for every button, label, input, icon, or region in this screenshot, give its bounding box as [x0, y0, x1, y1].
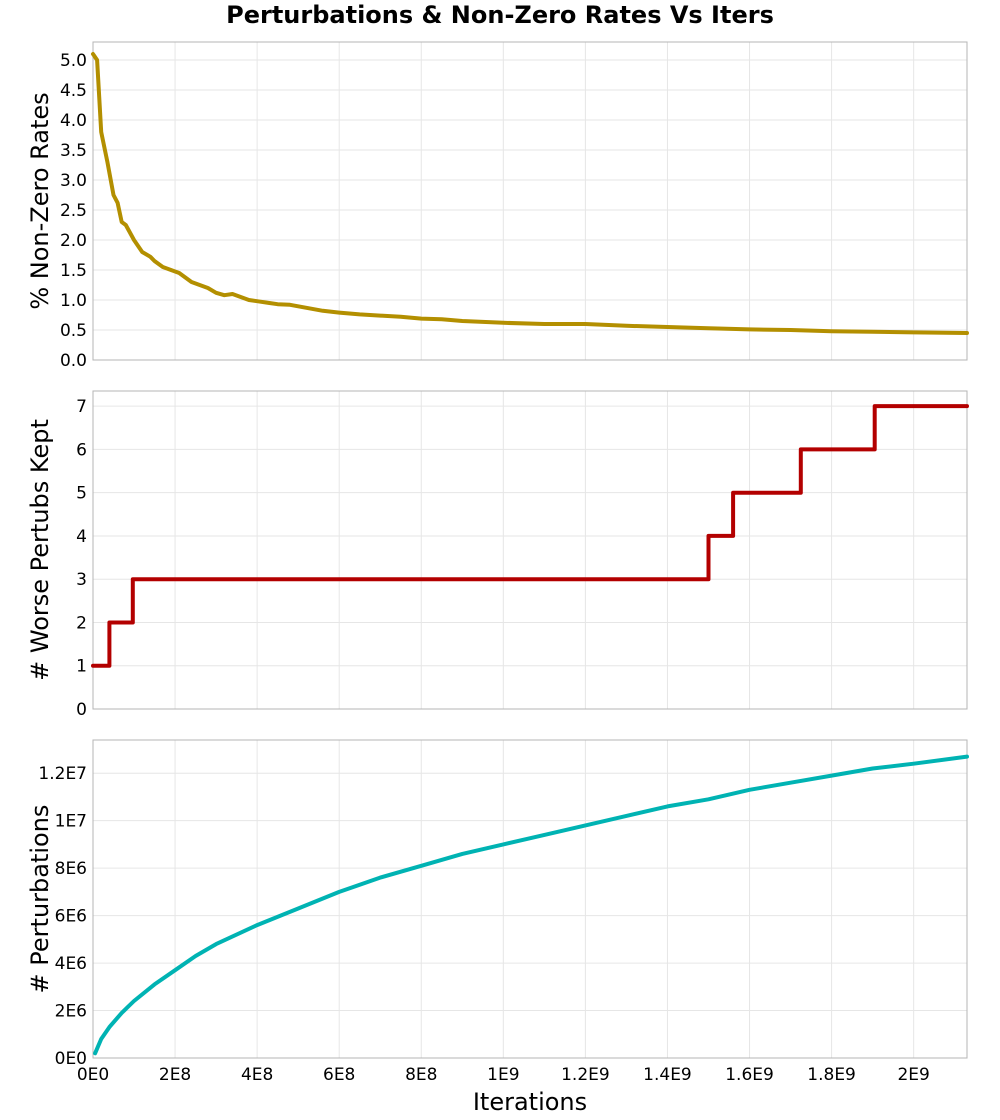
- series-line-perturbations: [93, 754, 969, 1056]
- y-tick-label: 1.2E7: [38, 764, 87, 784]
- y-tick-label: 7: [76, 397, 87, 417]
- y-tick-label: 0.5: [60, 321, 87, 341]
- x-tick-label: 4E8: [241, 1065, 273, 1085]
- x-tick-label: 2E8: [159, 1065, 191, 1085]
- x-tick-label: 1.6E9: [725, 1065, 774, 1085]
- y-tick-label: 5.0: [60, 51, 87, 71]
- panel-perturbations: 0E0 2E6 4E6 6E6 8E6 1E7 1.2E7 # Perturbations: [26, 739, 969, 1069]
- y-tick-label: 1.0: [60, 291, 87, 311]
- y-tick-label: 1E7: [55, 812, 87, 832]
- plot-frame: [92, 390, 968, 710]
- x-tick-label: 8E8: [405, 1065, 437, 1085]
- y-tick-label: 1: [76, 657, 87, 677]
- x-tick-label: 6E8: [323, 1065, 355, 1085]
- y-tick-label: 0: [76, 700, 87, 720]
- series-line-worse-perturbs-kept: [91, 404, 969, 668]
- y-axis-label: # Worse Pertubs Kept: [26, 419, 54, 681]
- y-tick-label: 3: [76, 570, 87, 590]
- y-tick-label: 4E6: [55, 954, 87, 974]
- y-tick-label: 1.5: [60, 261, 87, 281]
- x-axis-label: Iterations: [473, 1088, 587, 1116]
- plot-frame: [92, 739, 968, 1059]
- y-tick-label: 2.5: [60, 201, 87, 221]
- y-axis-label: % Non-Zero Rates: [26, 92, 54, 309]
- y-tick-label: 0E0: [55, 1049, 87, 1069]
- series-line-nonzero-rates: [91, 52, 969, 335]
- y-tick-label: 4.0: [60, 111, 87, 131]
- y-tick-label: 5: [76, 484, 87, 504]
- chart-title: Perturbations & Non-Zero Rates Vs Iters: [226, 1, 774, 29]
- x-tick-label: 2E9: [897, 1065, 929, 1085]
- y-tick-label: 6E6: [55, 907, 87, 927]
- y-tick-label: 2E6: [55, 1002, 87, 1022]
- y-tick-label: 2.0: [60, 231, 87, 251]
- plot-frame: [92, 41, 968, 361]
- x-tick-label: 1E9: [487, 1065, 519, 1085]
- y-tick-label: 2: [76, 613, 87, 633]
- x-tick-label: 1.2E9: [561, 1065, 610, 1085]
- y-tick-label: 4.5: [60, 81, 87, 101]
- x-tick-label: 0E0: [77, 1065, 109, 1085]
- y-tick-label: 3.0: [60, 171, 87, 191]
- y-tick-label: 4: [76, 527, 87, 547]
- y-tick-label: 3.5: [60, 141, 87, 161]
- y-tick-label: 8E6: [55, 859, 87, 879]
- panel-worse-perturbs-kept: 0 1 2 3 4 5 6 7 # Worse Pertubs Kept: [26, 390, 969, 720]
- x-tick-label: 1.8E9: [807, 1065, 856, 1085]
- y-tick-label: 0.0: [60, 351, 87, 371]
- x-tick-label: 1.4E9: [643, 1065, 692, 1085]
- y-axis-label: # Perturbations: [26, 805, 54, 994]
- panel-nonzero-rates: 0.0 0.5 1.0 1.5 2.0 2.5 3.0 3.5 4.0 4.5 5.0 % Non-Z…: [26, 41, 969, 371]
- y-tick-label: 6: [76, 440, 87, 460]
